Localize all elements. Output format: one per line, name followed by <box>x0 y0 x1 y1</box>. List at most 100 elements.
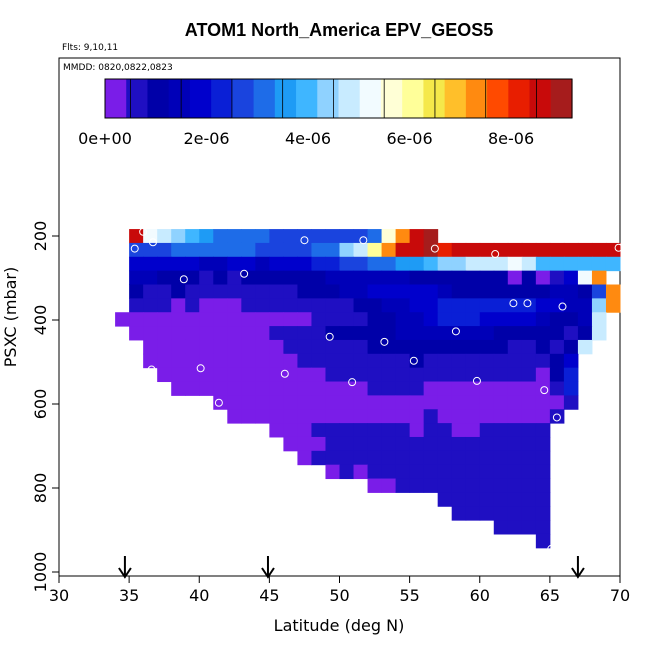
heatmap-cell <box>297 339 312 355</box>
heatmap-cell <box>171 256 186 272</box>
heatmap-cell <box>227 298 242 313</box>
heatmap-cell <box>521 270 537 286</box>
heatmap-cell <box>437 367 453 383</box>
heatmap-cell <box>423 423 439 438</box>
heatmap-cell <box>171 353 186 369</box>
heatmap-cell <box>409 423 425 438</box>
heatmap-cell <box>325 284 340 299</box>
heatmap-cell <box>563 381 579 396</box>
heatmap-cell <box>185 229 200 244</box>
track-point <box>552 413 561 422</box>
track-point <box>348 378 357 387</box>
heatmap-cell <box>409 478 425 493</box>
colorbar-swatch <box>147 79 170 118</box>
heatmap-cell <box>171 270 186 286</box>
heatmap-cell <box>325 353 340 369</box>
heatmap-cell <box>521 520 537 535</box>
heatmap-cell <box>297 381 312 396</box>
heatmap-cell <box>395 256 411 272</box>
heatmap-cell <box>367 298 383 313</box>
heatmap-cell <box>171 339 186 355</box>
heatmap-cell <box>577 270 593 286</box>
heatmap-cell <box>507 395 523 410</box>
heatmap-cell <box>423 478 439 493</box>
heatmap-cell <box>507 298 523 313</box>
heatmap-cell <box>563 256 579 272</box>
x-tick-label: 35 <box>119 586 139 605</box>
heatmap-cell <box>493 409 509 424</box>
x-tick-label: 40 <box>189 586 209 605</box>
heatmap-cell <box>381 270 397 286</box>
heatmap-cell <box>437 339 453 355</box>
heatmap-cell <box>395 353 411 369</box>
heatmap-cell <box>311 395 326 410</box>
heatmap-cell <box>241 395 256 410</box>
heatmap-cell <box>297 284 312 299</box>
heatmap-cell <box>563 298 579 313</box>
track-point <box>139 227 148 236</box>
heatmap-cell <box>157 270 172 286</box>
heatmap-cell <box>227 395 242 410</box>
flight-track-points <box>120 227 623 553</box>
heatmap-cell <box>143 339 158 355</box>
heatmap-cell <box>185 326 200 341</box>
heatmap-cell <box>129 229 144 244</box>
heatmap-cell <box>395 395 411 410</box>
track-point <box>547 544 556 553</box>
heatmap-cells <box>115 229 621 549</box>
heatmap-cell <box>577 284 593 299</box>
heatmap-cell <box>507 506 523 521</box>
heatmap-cell <box>339 381 355 396</box>
heatmap-cell <box>493 353 509 369</box>
heatmap-cell <box>241 229 256 244</box>
heatmap-cell <box>521 436 537 452</box>
heatmap-cell <box>437 242 453 258</box>
heatmap-cell <box>423 353 439 369</box>
heatmap-cell <box>199 339 214 355</box>
heatmap-cell <box>241 312 256 327</box>
heatmap-cell <box>423 326 439 341</box>
heatmap-cell <box>437 423 453 438</box>
heatmap-cell <box>521 256 537 272</box>
heatmap-cell <box>605 284 621 299</box>
heatmap-cell <box>451 242 467 258</box>
heatmap-cell <box>493 367 509 383</box>
heatmap-cell <box>283 436 298 452</box>
heatmap-cell <box>493 395 509 410</box>
heatmap-cell <box>353 284 369 299</box>
heatmap-cell <box>591 312 607 327</box>
heatmap-cell <box>143 298 158 313</box>
heatmap-cell <box>367 339 383 355</box>
heatmap-cell <box>213 312 228 327</box>
heatmap-cell <box>423 256 439 272</box>
flight-marker-arrowhead <box>261 567 275 579</box>
heatmap-cell <box>283 395 298 410</box>
heatmap-cell <box>269 353 284 369</box>
heatmap-cell <box>507 339 523 355</box>
heatmap-cell <box>535 395 551 410</box>
heatmap-cell <box>437 395 453 410</box>
heatmap-cell <box>563 339 579 355</box>
heatmap-cell <box>423 229 439 244</box>
heatmap-cell <box>325 256 340 272</box>
heatmap-cell <box>395 339 411 355</box>
heatmap-cell <box>577 298 593 313</box>
heatmap-cell <box>395 367 411 383</box>
track-point <box>380 337 389 346</box>
heatmap-cell <box>465 270 481 286</box>
heatmap-cell <box>269 229 284 244</box>
heatmap-cell <box>479 284 495 299</box>
heatmap-cell <box>521 242 537 258</box>
heatmap-cell <box>493 450 509 466</box>
heatmap-cell <box>199 242 214 258</box>
heatmap-cell <box>367 478 383 493</box>
heatmap-cell <box>283 381 298 396</box>
heatmap-cell <box>465 256 481 272</box>
heatmap-cell <box>381 326 397 341</box>
heatmap-cell <box>339 395 355 410</box>
heatmap-cell <box>171 312 186 327</box>
heatmap-cell <box>325 381 340 396</box>
heatmap-cell <box>129 326 144 341</box>
colorbar-swatch <box>105 79 127 118</box>
heatmap-cell <box>171 298 186 313</box>
